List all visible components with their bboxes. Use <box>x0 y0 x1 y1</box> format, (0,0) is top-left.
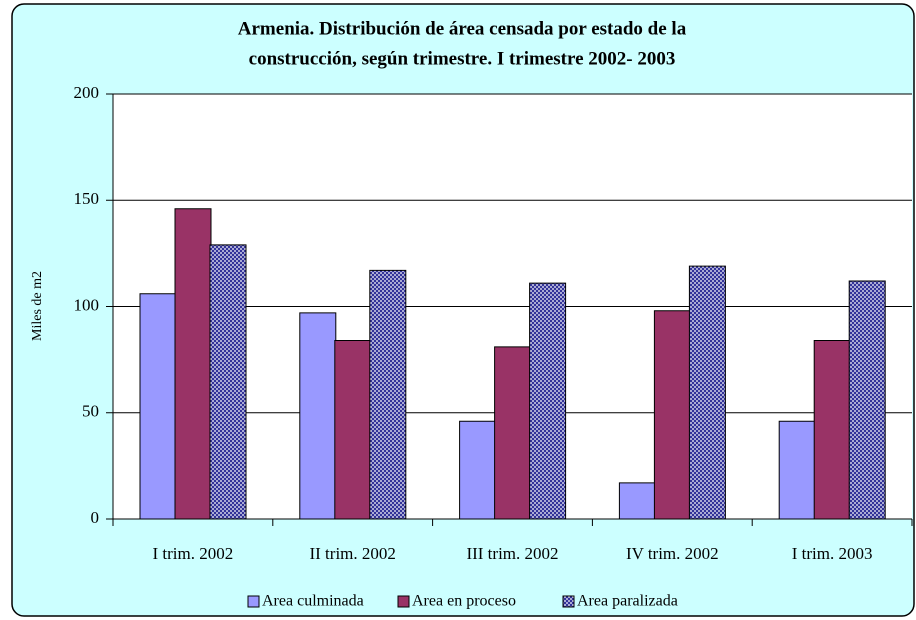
chart-title: construcción, según trimestre. I trimest… <box>249 48 676 69</box>
bar <box>848 280 886 520</box>
legend-swatch <box>397 595 410 608</box>
bar <box>139 293 177 520</box>
y-tick-label: 200 <box>74 83 100 102</box>
legend-label: Area culminada <box>262 593 364 610</box>
bar <box>459 420 497 520</box>
y-tick-label: 50 <box>82 402 99 421</box>
bar <box>618 482 656 520</box>
bar <box>209 244 247 520</box>
y-axis-label: Miles de m2 <box>30 271 45 341</box>
bar <box>813 340 851 520</box>
bar <box>653 310 691 520</box>
bar <box>778 420 816 520</box>
legend-swatch <box>562 595 575 608</box>
x-tick-label: II trim. 2002 <box>309 544 395 563</box>
legend-label: Area paralizada <box>577 593 678 610</box>
y-tick-label: 0 <box>91 508 100 527</box>
bar <box>688 265 726 520</box>
bar <box>369 269 407 520</box>
bar <box>529 282 567 520</box>
legend-swatch <box>247 595 260 608</box>
x-tick-label: I trim. 2003 <box>792 544 873 563</box>
x-tick-label: III trim. 2002 <box>466 544 558 563</box>
y-tick-label: 150 <box>74 189 100 208</box>
y-tick-label: 100 <box>74 295 100 314</box>
bar <box>334 340 372 520</box>
bar <box>494 346 532 520</box>
x-tick-label: IV trim. 2002 <box>626 544 719 563</box>
chart-title: Armenia. Distribución de área censada po… <box>238 18 687 39</box>
bar <box>299 312 337 520</box>
x-tick-label: I trim. 2002 <box>153 544 234 563</box>
bar <box>174 208 212 520</box>
legend-label: Area en proceso <box>412 593 516 610</box>
